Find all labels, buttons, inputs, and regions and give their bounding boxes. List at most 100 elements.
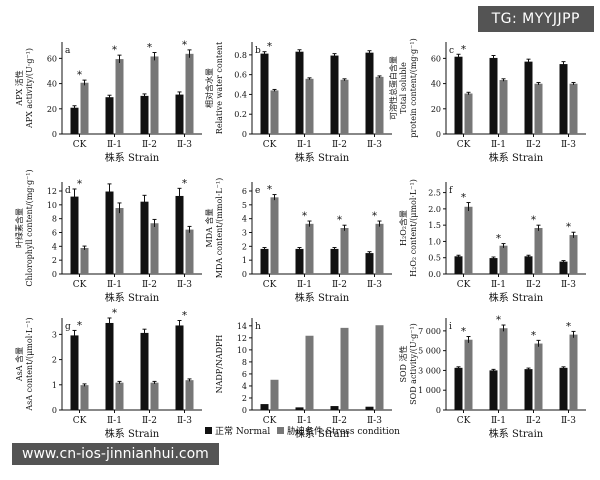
x-tick-label: Ⅱ-1	[107, 280, 122, 290]
x-tick-label: Ⅱ-2	[332, 416, 347, 426]
x-tick-label: Ⅱ-2	[332, 280, 347, 290]
significance-star: *	[531, 330, 536, 341]
bar-f-1-2	[534, 228, 543, 274]
significance-star: *	[77, 320, 82, 331]
bar-h-1-1	[305, 335, 314, 410]
bar-f-0-2	[524, 256, 533, 274]
y-tick-label: 40	[47, 80, 57, 89]
x-tick-label: Ⅱ-3	[177, 280, 192, 290]
significance-star: *	[182, 178, 187, 189]
legend-swatch-1	[277, 427, 284, 434]
bar-h-1-0	[270, 379, 279, 410]
x-tick-label: Ⅱ-2	[526, 416, 541, 426]
y-tick-label: 3	[52, 330, 57, 339]
chart-panel-c: 0 20 40 60 c * CK Ⅱ-1 Ⅱ-2 Ⅱ-3 株系 Strain 可溶性总蛋白含量 Tot…	[388, 38, 586, 164]
x-axis-label: 株系 Strain	[105, 291, 160, 304]
y-tick-label: 60	[47, 54, 57, 63]
bar-e-1-2	[340, 228, 349, 274]
x-tick-label: Ⅱ-1	[107, 416, 122, 426]
y-tick-label: 2	[52, 356, 57, 365]
x-axis-label: 株系 Strain	[295, 151, 350, 164]
y-axis-label: AsA 含量	[14, 347, 24, 382]
bar-e-0-2	[330, 248, 339, 274]
panel-label: g	[65, 322, 71, 332]
significance-star: *	[182, 310, 187, 321]
x-tick-label: Ⅱ-1	[491, 140, 506, 150]
y-tick-label: 40	[431, 80, 441, 89]
bar-g-0-2	[140, 332, 149, 410]
chart-panel-d: 0 2 4 6 8 10 12 d * CK Ⅱ-1 Ⅱ-2 * Ⅱ-3 株系 Strain 叶绿素含量 Chl…	[14, 169, 202, 304]
y-tick-label: 3 000	[418, 366, 441, 375]
y-tick-label: 0	[52, 270, 57, 279]
y-tick-label: 0	[52, 130, 57, 139]
x-tick-label: Ⅱ-3	[367, 140, 382, 150]
y-tick-label: 7 000	[418, 327, 441, 336]
bar-a-1-3	[185, 53, 194, 135]
x-tick-label: Ⅱ-3	[561, 280, 576, 290]
bar-b-0-3	[365, 52, 374, 134]
y-tick-label: 4	[242, 382, 247, 391]
y-tick-label: 0.0	[428, 270, 441, 279]
x-axis-label: 株系 Strain	[489, 427, 544, 440]
significance-star: *	[77, 179, 82, 190]
significance-star: *	[461, 327, 466, 338]
y-axis-label: Total soluble	[399, 62, 408, 114]
y-tick-label: 0	[242, 406, 247, 415]
y-tick-label: 2.5	[428, 189, 441, 198]
y-axis-label: MDA 含量	[204, 209, 214, 248]
x-tick-label: Ⅱ-2	[332, 140, 347, 150]
x-axis-label: 株系 Strain	[295, 291, 350, 304]
bar-h-0-1	[295, 407, 304, 410]
bar-i-0-3	[559, 367, 568, 410]
bar-i-1-1	[499, 328, 508, 410]
y-axis-label: H₂O₂含量	[398, 210, 408, 246]
bar-b-1-2	[340, 79, 349, 134]
bar-f-0-0	[454, 256, 463, 274]
y-tick-label: 0.5	[428, 254, 441, 263]
bar-g-1-3	[185, 380, 194, 410]
bar-c-1-3	[569, 83, 578, 134]
bar-c-1-2	[534, 83, 543, 134]
y-tick-label: 1 000	[418, 386, 441, 395]
y-axis-label: 相对含水量	[204, 68, 214, 108]
x-tick-label: Ⅱ-3	[561, 140, 576, 150]
y-tick-label: 6	[242, 187, 247, 196]
bar-b-1-0	[270, 90, 279, 134]
y-tick-label: 1.5	[428, 221, 441, 230]
bar-h-1-2	[340, 327, 349, 410]
y-axis-label: 叶绿素含量	[14, 208, 24, 248]
bar-h-0-2	[330, 406, 339, 410]
panel-label: a	[65, 46, 71, 56]
panel-label: f	[449, 186, 453, 196]
y-tick-label: 0	[52, 406, 57, 415]
x-tick-label: CK	[263, 140, 277, 150]
bar-d-0-2	[140, 201, 149, 274]
y-tick-label: 3	[242, 228, 247, 237]
bar-d-1-3	[185, 229, 194, 274]
x-tick-label: CK	[263, 416, 277, 426]
y-tick-label: 1	[242, 256, 247, 265]
bar-b-1-3	[375, 76, 384, 134]
bar-a-1-2	[150, 56, 159, 135]
bar-e-0-3	[365, 253, 374, 274]
chart-panel-h: 0 2 4 6 8 10 12 14 h CK Ⅱ-1 Ⅱ-2 Ⅱ-3 株系 Strain NADP/NAD…	[215, 318, 392, 440]
bar-g-1-2	[150, 382, 159, 410]
bar-i-1-0	[464, 339, 473, 410]
y-tick-label: 0	[436, 406, 441, 415]
y-tick-label: 20	[431, 105, 441, 114]
y-tick-label: 12	[47, 187, 57, 196]
panel-label: b	[255, 46, 261, 56]
legend-label-1: 胁迫条件 Stress condition	[287, 425, 400, 437]
bar-a-0-3	[175, 94, 184, 134]
x-tick-label: Ⅱ-3	[367, 280, 382, 290]
y-tick-label: 4	[52, 242, 57, 251]
significance-star: *	[267, 185, 272, 196]
significance-star: *	[302, 211, 307, 222]
significance-star: *	[496, 315, 501, 326]
bar-d-0-3	[175, 195, 184, 274]
bar-d-1-2	[150, 223, 159, 274]
bar-h-0-3	[365, 406, 374, 410]
chart-panel-e: 0 1 2 3 4 5 6 e * CK * Ⅱ-1 * Ⅱ-2 * Ⅱ-3 株系 Strain MDA 含量 MD…	[204, 178, 392, 304]
bar-i-0-0	[454, 367, 463, 410]
x-axis-label: 株系 Strain	[295, 427, 350, 440]
